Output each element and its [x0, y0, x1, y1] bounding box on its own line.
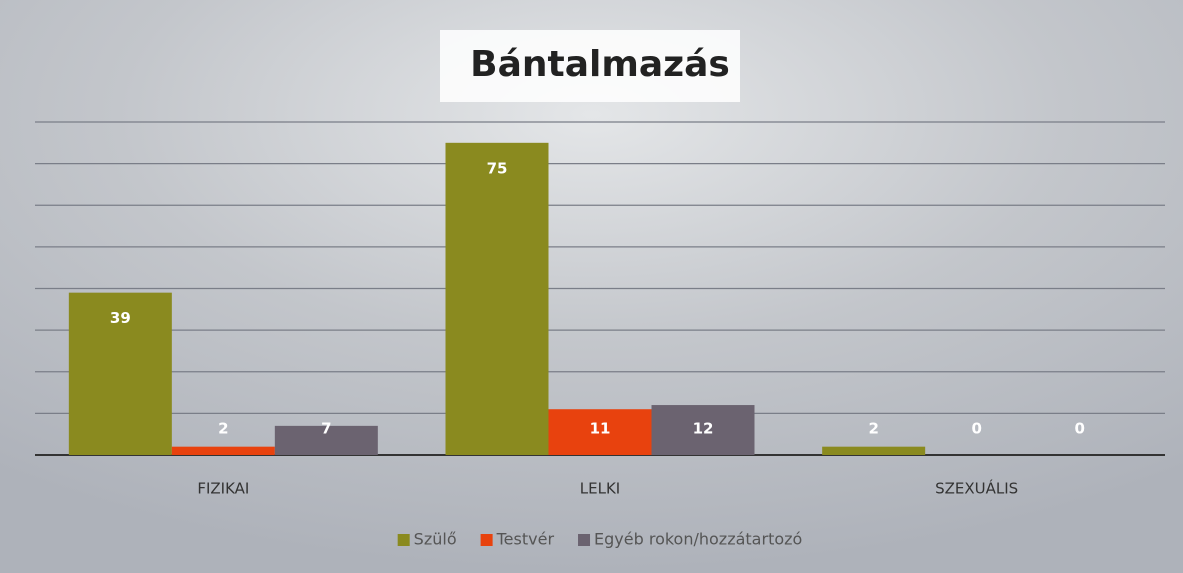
bar: [274, 425, 378, 455]
data-label: 11: [590, 420, 611, 438]
legend-label: Egyéb rokon/hozzátartozó: [594, 530, 802, 549]
legend-label: Szülő: [414, 530, 457, 549]
data-label: 7: [321, 420, 331, 438]
bar: [548, 409, 652, 455]
chart-title: Bántalmazás: [470, 44, 730, 85]
legend-swatch: [397, 534, 410, 546]
bar: [68, 292, 172, 455]
data-label: 0: [971, 420, 981, 438]
bar: [822, 446, 926, 455]
legend-swatch: [480, 534, 493, 546]
data-label: 12: [693, 420, 714, 438]
data-label: 75: [487, 159, 508, 177]
data-label: 0: [1074, 420, 1084, 438]
x-tick-label: SZEXUÁLIS: [935, 479, 1018, 498]
title-backdrop: [440, 30, 740, 102]
data-label: 2: [868, 420, 878, 438]
data-label: 39: [110, 309, 131, 327]
legend-swatch: [578, 534, 591, 546]
x-tick-label: FIZIKAI: [197, 480, 249, 498]
legend-label: Testvér: [496, 530, 555, 549]
legend: Szülő Testvér Egyéb rokon/hozzátartozó: [397, 530, 802, 549]
bar: [445, 142, 549, 455]
x-tick-label: LELKI: [580, 480, 620, 498]
data-label: 2: [218, 420, 228, 438]
bar: [171, 446, 275, 455]
bar: [651, 405, 755, 455]
